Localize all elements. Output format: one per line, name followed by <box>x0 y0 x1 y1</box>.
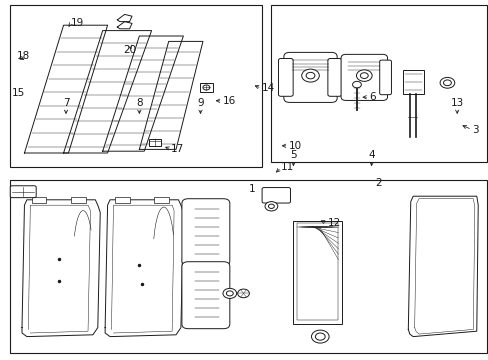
Bar <box>403 70 423 94</box>
Circle shape <box>439 77 454 88</box>
Text: 19: 19 <box>71 18 84 28</box>
Text: 13: 13 <box>449 98 463 108</box>
FancyBboxPatch shape <box>262 188 290 203</box>
Polygon shape <box>102 36 183 151</box>
Polygon shape <box>117 22 132 29</box>
Bar <box>10 5 261 167</box>
Polygon shape <box>117 14 132 22</box>
Text: 12: 12 <box>327 218 340 228</box>
Bar <box>271 5 486 162</box>
Bar <box>115 197 129 203</box>
FancyBboxPatch shape <box>182 199 229 266</box>
Bar <box>154 197 168 203</box>
Text: 3: 3 <box>471 125 478 135</box>
Text: 5: 5 <box>289 150 296 160</box>
Polygon shape <box>407 196 477 337</box>
Circle shape <box>356 70 371 81</box>
FancyBboxPatch shape <box>283 52 337 102</box>
Text: 16: 16 <box>222 96 235 106</box>
Text: 20: 20 <box>123 45 136 55</box>
Circle shape <box>226 291 233 296</box>
Text: 14: 14 <box>261 83 274 93</box>
FancyBboxPatch shape <box>182 262 229 329</box>
Polygon shape <box>22 200 100 337</box>
Circle shape <box>315 333 325 340</box>
Circle shape <box>264 202 277 211</box>
Circle shape <box>360 73 367 78</box>
Text: 4: 4 <box>367 150 374 160</box>
Text: 10: 10 <box>288 141 301 151</box>
Text: 2: 2 <box>375 178 382 188</box>
Text: 1: 1 <box>248 184 255 194</box>
Text: 15: 15 <box>12 88 25 98</box>
Circle shape <box>443 80 450 86</box>
Polygon shape <box>24 25 107 153</box>
Circle shape <box>223 288 236 298</box>
FancyBboxPatch shape <box>379 60 390 95</box>
Text: 6: 6 <box>368 92 375 102</box>
Circle shape <box>237 289 249 298</box>
Circle shape <box>305 72 314 79</box>
Bar <box>10 180 486 353</box>
Bar <box>293 221 342 324</box>
FancyBboxPatch shape <box>327 58 341 96</box>
Bar <box>297 223 338 320</box>
Bar <box>149 139 161 146</box>
Circle shape <box>311 330 328 343</box>
Bar <box>200 83 212 92</box>
Circle shape <box>203 85 209 90</box>
FancyBboxPatch shape <box>10 186 36 198</box>
Circle shape <box>352 81 361 88</box>
Text: 18: 18 <box>17 51 30 61</box>
Text: 7: 7 <box>62 98 69 108</box>
Bar <box>71 197 85 203</box>
Polygon shape <box>105 200 183 337</box>
Text: 8: 8 <box>136 98 142 108</box>
FancyBboxPatch shape <box>341 54 386 100</box>
Circle shape <box>268 204 274 208</box>
Bar <box>32 197 46 203</box>
Text: 11: 11 <box>281 162 294 172</box>
Polygon shape <box>63 31 151 153</box>
Text: 17: 17 <box>171 144 184 154</box>
Text: 9: 9 <box>197 98 203 108</box>
Circle shape <box>301 69 319 82</box>
Polygon shape <box>139 41 203 149</box>
FancyBboxPatch shape <box>278 58 292 96</box>
